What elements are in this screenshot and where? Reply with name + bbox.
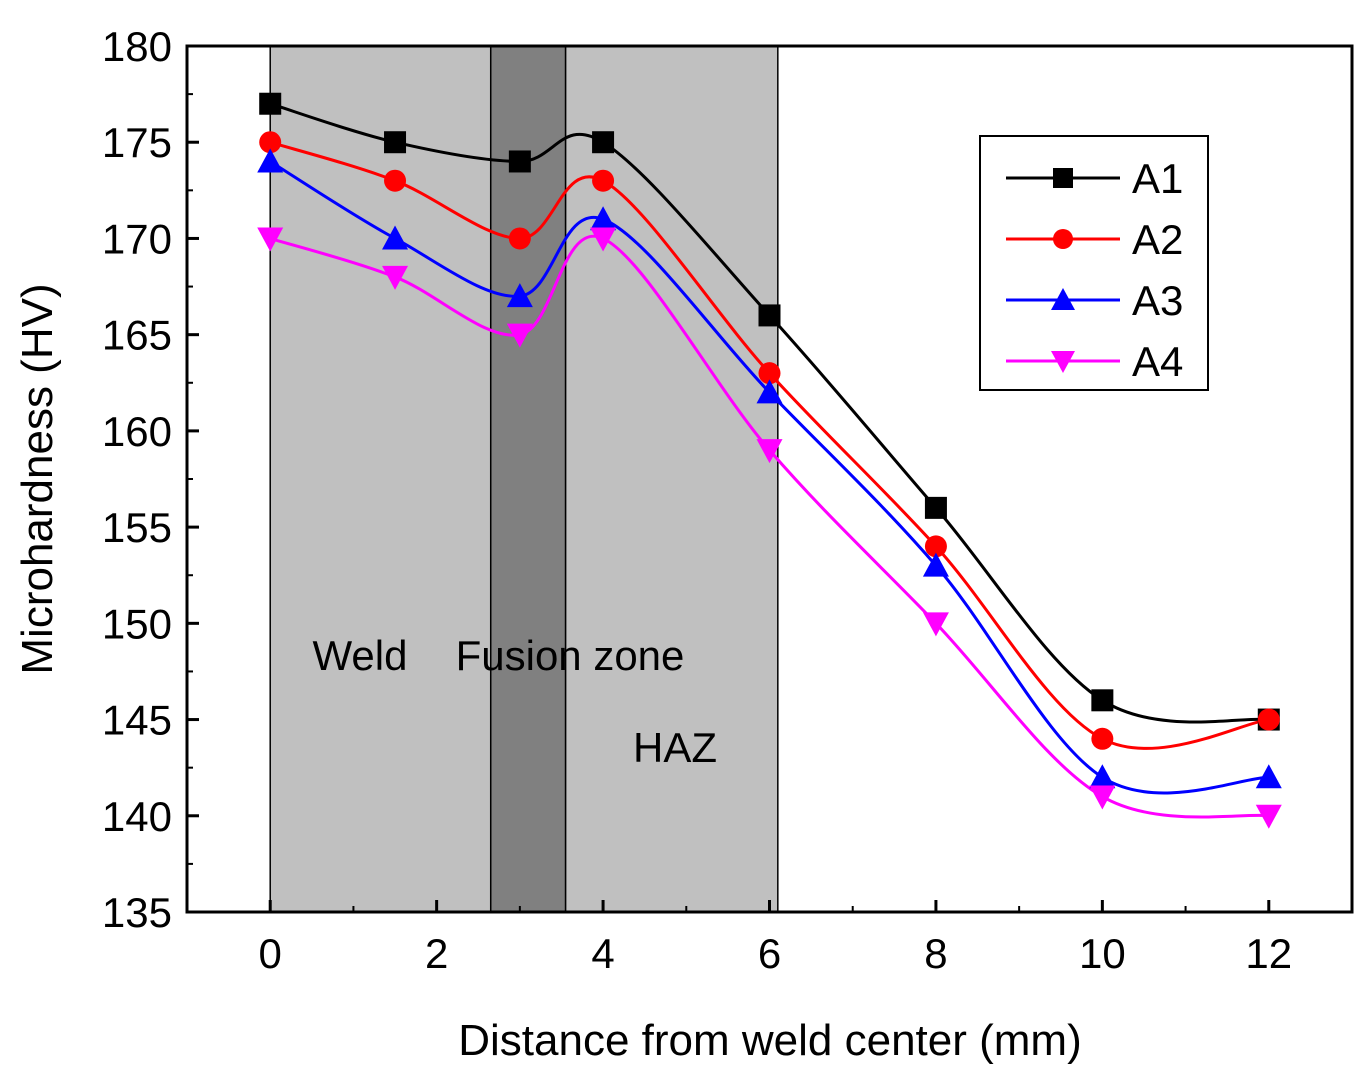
- point-A3-3: [590, 206, 617, 231]
- x-tick-label: 4: [591, 930, 614, 977]
- point-A4-0: [257, 227, 284, 252]
- point-A2-2: [508, 227, 531, 250]
- legend-label-A1: A1: [1132, 155, 1183, 202]
- legend-marker-A2: [1053, 229, 1073, 249]
- x-axis: 0 2 4 6 8 10 12: [186, 900, 1353, 977]
- y-tick-label: 155: [102, 504, 172, 551]
- y-tick-label: 145: [102, 697, 172, 744]
- curve-A4: [269, 234, 1269, 819]
- point-A4-5: [922, 612, 949, 637]
- fitted-curves: [269, 102, 1269, 819]
- point-A2-5: [924, 535, 947, 558]
- point-A4-3: [590, 227, 617, 252]
- region-fusion-zone: [489, 45, 567, 913]
- annotation-fusion-zone: Fusion zone: [456, 632, 685, 679]
- curve-A2: [269, 140, 1269, 750]
- point-A3-4: [756, 379, 783, 404]
- point-A3-5: [922, 552, 949, 577]
- legend: A1 A2 A3 A4: [979, 135, 1209, 391]
- point-A1-1: [384, 131, 407, 154]
- y-tick-label: 160: [102, 408, 172, 455]
- point-A1-4: [758, 304, 781, 327]
- point-A1-5: [924, 496, 947, 519]
- legend-label-A2: A2: [1132, 216, 1183, 263]
- zone-regions: [269, 45, 779, 913]
- legend-marker-A1: [1053, 168, 1073, 188]
- y-tick-label: 150: [102, 600, 172, 647]
- point-A2-3: [592, 169, 615, 192]
- point-A4-1: [382, 265, 409, 290]
- point-A3-7: [1255, 764, 1282, 789]
- curve-A3: [269, 160, 1269, 795]
- y-tick-label: 180: [102, 23, 172, 70]
- annotation-weld: Weld: [313, 632, 408, 679]
- x-tick-label: 2: [425, 930, 448, 977]
- point-A2-0: [259, 131, 282, 154]
- x-tick-label: 6: [758, 930, 781, 977]
- y-tick-label: 165: [102, 312, 172, 359]
- x-tick-label: 10: [1079, 930, 1126, 977]
- data-markers: [257, 92, 1282, 829]
- annotation-haz: HAZ: [633, 724, 717, 771]
- x-tick-label: 8: [924, 930, 947, 977]
- legend-label-A3: A3: [1132, 277, 1183, 324]
- x-tick-label: 0: [259, 930, 282, 977]
- point-A2-4: [758, 362, 781, 385]
- y-tick-label: 175: [102, 119, 172, 166]
- point-A4-6: [1089, 785, 1116, 810]
- point-A1-2: [508, 150, 531, 173]
- point-A4-2: [506, 323, 533, 348]
- curve-A1: [269, 102, 1269, 724]
- point-A4-4: [756, 439, 783, 464]
- legend-label-A4: A4: [1132, 338, 1183, 385]
- y-tick-label: 140: [102, 793, 172, 840]
- point-A1-6: [1091, 689, 1114, 712]
- point-A1-3: [592, 131, 615, 154]
- point-A3-2: [506, 283, 533, 308]
- y-tick-label: 170: [102, 215, 172, 262]
- point-A2-7: [1257, 708, 1280, 731]
- point-A3-1: [382, 225, 409, 250]
- point-A2-6: [1091, 727, 1114, 750]
- y-tick-label: 135: [102, 889, 172, 936]
- point-A4-7: [1255, 804, 1282, 829]
- point-A3-6: [1089, 764, 1116, 789]
- region-weld: [269, 45, 492, 913]
- y-axis: 135 140 145 150 155 160 165 170 175 180: [102, 23, 199, 936]
- point-A3-0: [257, 148, 284, 173]
- point-A1-0: [259, 92, 282, 115]
- y-axis-label: Microhardness (HV): [13, 283, 62, 674]
- point-A2-1: [384, 169, 407, 192]
- legend-marker-A4: [1051, 351, 1075, 373]
- x-axis-label: Distance from weld center (mm): [458, 1016, 1081, 1065]
- legend-marker-A3: [1051, 288, 1075, 310]
- x-tick-label: 12: [1245, 930, 1292, 977]
